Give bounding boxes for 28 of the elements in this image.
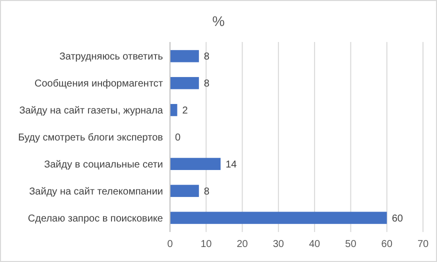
data-label: 0 <box>175 132 181 144</box>
x-tick-label: 30 <box>272 239 284 250</box>
data-label: 8 <box>204 52 210 63</box>
y-tick-label: Зайду на сайт телекомпании <box>29 186 163 198</box>
y-tick-label: Зайду на сайт газеты, журнала <box>19 106 164 117</box>
bar <box>170 212 387 224</box>
data-label: 2 <box>182 106 188 117</box>
y-tick-label: Сделаю запрос в поисковике <box>28 213 164 224</box>
bar <box>170 158 221 170</box>
x-tick-label: 50 <box>345 239 357 250</box>
x-tick-label: 60 <box>381 239 393 250</box>
y-tick-label: Зайду в социальные сети <box>44 159 163 170</box>
y-tick-label: Затрудняюсь ответить <box>59 52 163 63</box>
bar <box>170 184 199 197</box>
y-tick-label: Сообщения информагентст <box>34 78 164 90</box>
data-label: 60 <box>392 213 404 224</box>
x-tick-label: 10 <box>200 239 212 250</box>
chart-title: % <box>212 13 225 29</box>
data-label: 8 <box>204 186 210 198</box>
x-tick-label: 20 <box>236 239 248 250</box>
bar <box>170 77 199 90</box>
y-tick-label: Буду смотреть блоги экспертов <box>18 132 163 144</box>
x-tick-label: 70 <box>417 239 429 250</box>
x-tick-label: 40 <box>309 239 321 250</box>
data-label: 14 <box>226 159 238 170</box>
data-label: 8 <box>204 78 210 90</box>
x-tick-label: 0 <box>167 239 174 250</box>
bar <box>170 50 199 62</box>
